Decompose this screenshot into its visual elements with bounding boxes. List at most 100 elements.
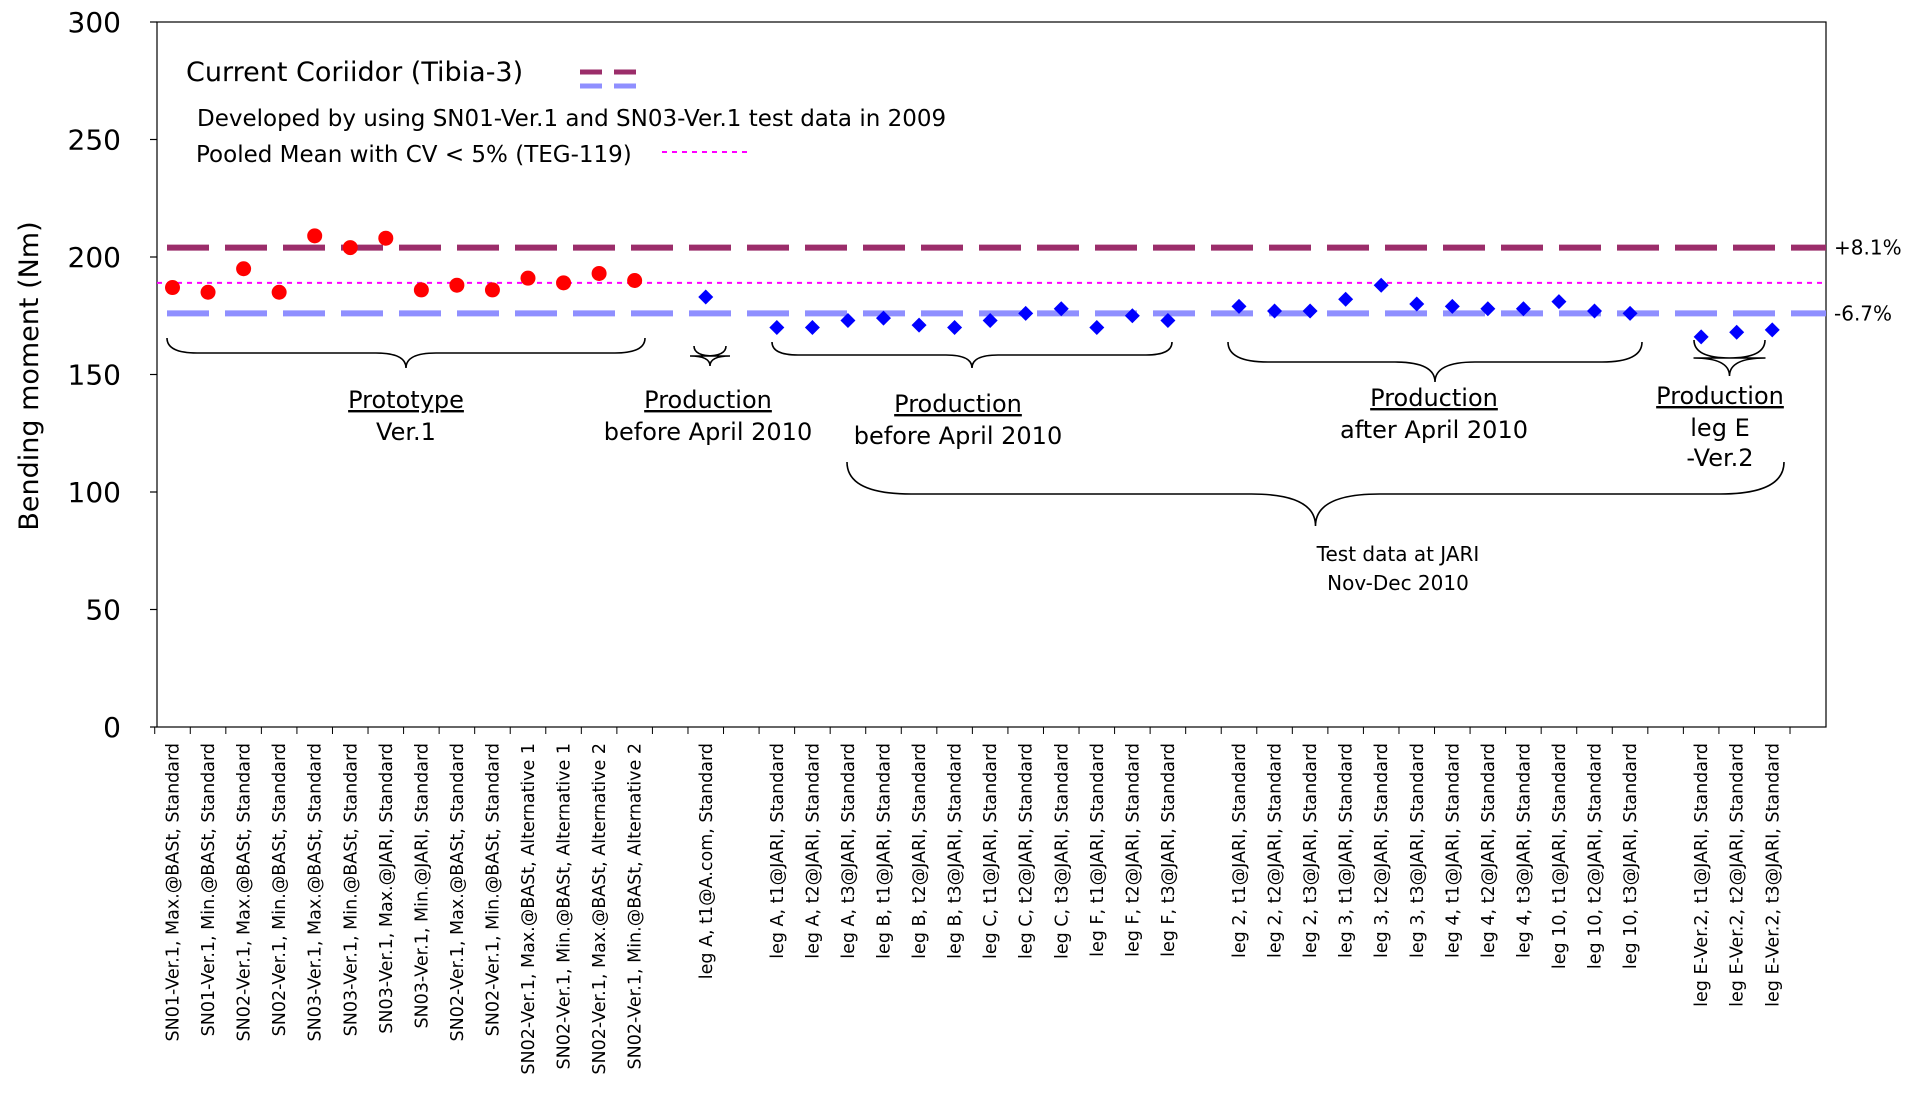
group-subtitle: leg E: [1690, 414, 1749, 442]
data-point-circle: [484, 282, 500, 298]
x-tick-label: leg F, t2@JARI, Standard: [1123, 743, 1143, 957]
brace-production-a: [689, 345, 731, 367]
x-tick-label: leg A, t1@A.com, Standard: [697, 743, 717, 979]
x-tick-label: leg B, t1@JARI, Standard: [875, 743, 895, 959]
data-point-diamond: [840, 312, 856, 328]
data-point-diamond: [1231, 298, 1247, 314]
x-tick-label: SN03-Ver.1, Max.@BASt, Standard: [306, 743, 326, 1041]
data-point-circle: [556, 275, 572, 291]
x-tick-label: leg A, t1@JARI, Standard: [768, 743, 788, 959]
brace-production-before: [771, 341, 1173, 369]
y-tick-label: 0: [103, 711, 121, 744]
x-tick-label: SN02-Ver.1, Max.@BASt, Alternative 2: [590, 743, 610, 1075]
group-title: Prototype: [348, 386, 464, 414]
x-tick-label: leg C, t3@JARI, Standard: [1052, 743, 1072, 959]
data-point-circle: [449, 277, 465, 293]
data-point-diamond: [1302, 303, 1318, 319]
x-tick-label: SN02-Ver.1, Min.@BASt, Standard: [270, 743, 290, 1036]
data-point-diamond: [1124, 308, 1140, 324]
legend-pooled-label: Pooled Mean with CV < 5% (TEG-119): [196, 142, 632, 168]
y-tick-label: 100: [68, 476, 121, 509]
x-tick-label: SN03-Ver.1, Min.@BASt, Standard: [341, 743, 361, 1036]
x-tick-label: leg E-Ver.2, t2@JARI, Standard: [1728, 743, 1748, 1007]
y-tick-label: 300: [68, 6, 121, 39]
x-tick-label: leg B, t3@JARI, Standard: [946, 743, 966, 959]
data-point-circle: [627, 273, 643, 288]
x-tick-label: leg 2, t3@JARI, Standard: [1301, 743, 1321, 958]
data-point-diamond: [1764, 322, 1780, 338]
data-point-circle: [165, 280, 180, 296]
brace-prototype: [166, 337, 646, 369]
data-point-diamond: [1089, 320, 1105, 335]
x-tick-label: SN02-Ver.1, Max.@BASt, Alternative 1: [519, 743, 539, 1075]
x-tick-label: leg 2, t1@JARI, Standard: [1230, 743, 1250, 958]
x-tick-label: leg 2, t2@JARI, Standard: [1266, 743, 1286, 958]
x-tick-label: SN02-Ver.1, Min.@BASt, Alternative 2: [626, 743, 646, 1069]
data-point-diamond: [698, 289, 714, 305]
data-point-diamond: [876, 310, 891, 326]
x-tick-label: leg C, t2@JARI, Standard: [1017, 743, 1037, 959]
x-tick-label: SN02-Ver.1, Max.@BASt, Standard: [448, 743, 468, 1041]
data-point-diamond: [1729, 324, 1745, 340]
x-tick-label: leg A, t3@JARI, Standard: [839, 743, 859, 959]
x-tick-label: leg 10, t2@JARI, Standard: [1586, 743, 1606, 969]
group-subtitle: after April 2010: [1340, 416, 1528, 444]
brace-jari: [846, 461, 1785, 527]
data-point-circle: [200, 284, 216, 300]
x-tick-label: leg 3, t1@JARI, Standard: [1337, 743, 1357, 958]
data-point-circle: [236, 261, 252, 277]
group-title: Production: [894, 390, 1022, 418]
data-point-circle: [342, 240, 358, 256]
y-tick-label: 150: [68, 359, 121, 392]
legend-developed-label: Developed by using SN01-Ver.1 and SN03-V…: [197, 106, 946, 132]
data-point-diamond: [1409, 296, 1425, 312]
x-tick-label: leg E-Ver.2, t3@JARI, Standard: [1763, 743, 1783, 1007]
data-point-circle: [591, 265, 607, 281]
data-point-diamond: [982, 312, 998, 328]
group-annotations: Prototype Ver.1 Production before April 201…: [166, 337, 1785, 595]
x-tick-label: leg F, t1@JARI, Standard: [1088, 743, 1108, 957]
y-axis: 0 50 100 150 200 250 300: [68, 6, 157, 744]
x-tick-label: leg F, t3@JARI, Standard: [1159, 743, 1179, 957]
brace-production-ver2: [1693, 339, 1766, 377]
upper-corridor-label: +8.1%: [1834, 236, 1902, 260]
group-subtitle: before April 2010: [854, 422, 1062, 450]
data-point-circle: [520, 270, 536, 286]
y-tick-label: 250: [68, 124, 121, 157]
data-point-diamond: [1551, 294, 1567, 310]
group-subtitle: -Ver.2: [1686, 444, 1753, 472]
x-tick-label: leg 4, t3@JARI, Standard: [1514, 743, 1534, 958]
x-tick-label: leg B, t2@JARI, Standard: [910, 743, 930, 959]
group-title: Production: [1370, 384, 1498, 412]
data-point-diamond: [804, 320, 820, 335]
x-tick-label: SN03-Ver.1, Min.@JARI, Standard: [412, 743, 432, 1029]
data-point-circle: [271, 284, 287, 300]
data-point-diamond: [1018, 305, 1034, 321]
lower-corridor-label: -6.7%: [1834, 301, 1892, 325]
x-tick-label: leg C, t1@JARI, Standard: [981, 743, 1001, 959]
x-tick-label: SN01-Ver.1, Min.@BASt, Standard: [199, 743, 219, 1036]
data-point-circle: [413, 282, 429, 298]
legend: Current Coriidor (Tibia-3) Developed by …: [186, 57, 946, 168]
data-points: [165, 228, 1780, 345]
brace-production-after: [1227, 341, 1643, 383]
x-tick-label: leg A, t2@JARI, Standard: [803, 743, 823, 959]
x-tick-label: SN02-Ver.1, Max.@BASt, Standard: [235, 743, 255, 1041]
data-point-diamond: [947, 320, 963, 335]
data-point-diamond: [1160, 312, 1176, 328]
reference-lines: +8.1% -6.7%: [157, 236, 1902, 325]
x-tick-label: leg 10, t3@JARI, Standard: [1621, 743, 1641, 969]
x-tick-label: SN01-Ver.1, Max.@BASt, Standard: [164, 743, 184, 1041]
group-title: Production: [1656, 382, 1784, 410]
x-tick-label: SN03-Ver.1, Max.@JARI, Standard: [377, 743, 397, 1034]
data-point-diamond: [1053, 301, 1069, 317]
x-tick-label: leg 10, t1@JARI, Standard: [1550, 743, 1570, 969]
data-point-circle: [307, 228, 323, 244]
data-point-diamond: [1338, 291, 1354, 307]
y-tick-label: 50: [85, 594, 121, 627]
x-axis: SN01-Ver.1, Max.@BASt, Standard SN01-Ver.…: [154, 727, 1791, 1075]
jari-note: Test data at JARI: [1316, 542, 1480, 566]
data-point-diamond: [1444, 298, 1460, 314]
group-title: Production: [644, 386, 772, 414]
data-point-diamond: [1587, 303, 1602, 319]
